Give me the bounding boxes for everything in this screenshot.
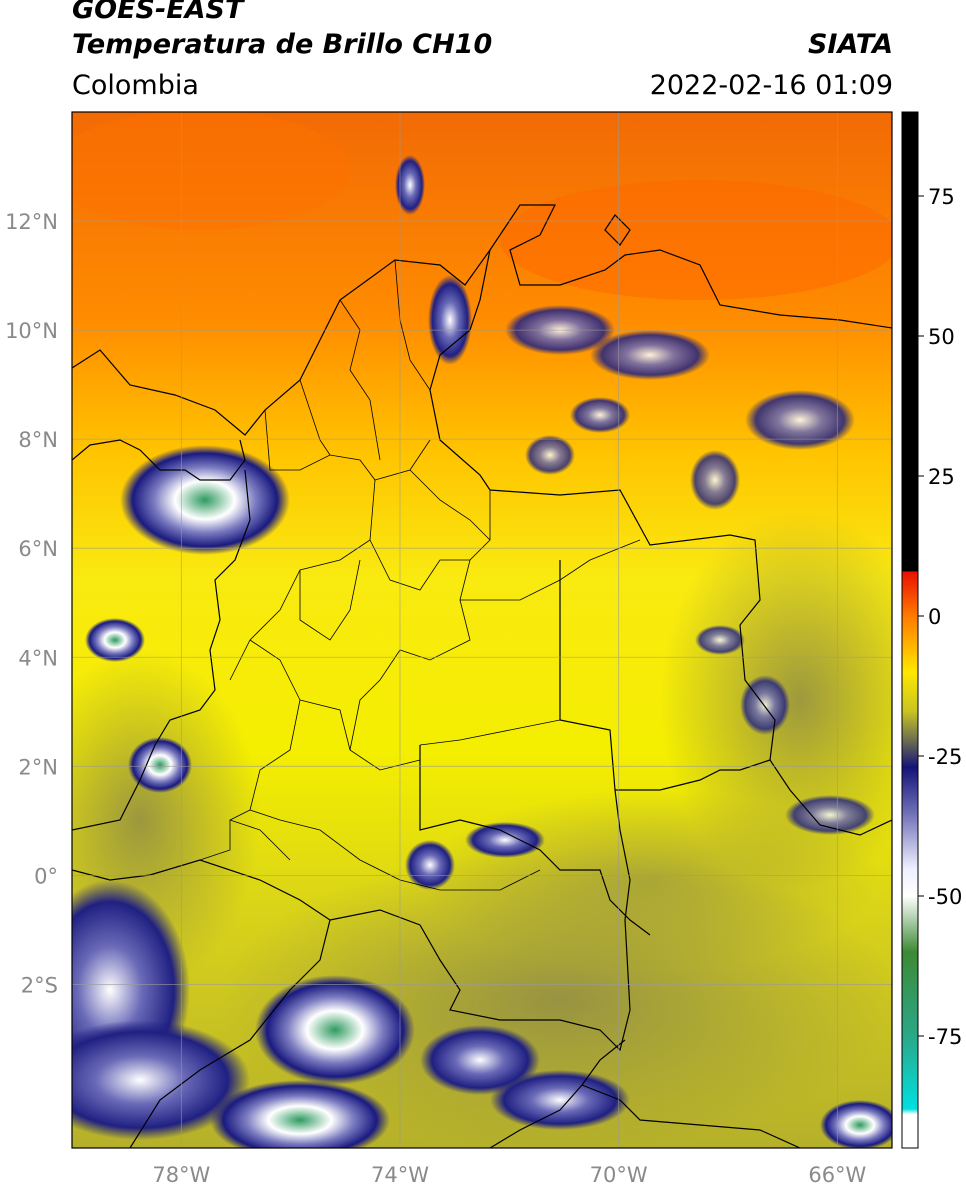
colorbar-tick-label: -50: [928, 885, 962, 909]
colorbar-tick-label: -75: [928, 1025, 962, 1049]
colorbar-tick-label: -25: [928, 745, 962, 769]
longitude-tick-label: 78°W: [152, 1163, 210, 1187]
latitude-tick-label: 10°N: [5, 319, 58, 343]
colorbar-tick-label: 75: [928, 185, 955, 209]
longitude-tick-label: 70°W: [590, 1163, 648, 1187]
colorbar-tick-label: 0: [928, 605, 941, 629]
brand-label: SIATA: [807, 29, 893, 60]
map-frame: [71, 111, 893, 1149]
datetime-label: 2022-02-16 01:09: [649, 70, 893, 101]
latitude-tick-label: 6°N: [18, 537, 58, 561]
latitude-tick-label: 12°N: [5, 210, 58, 234]
department-borders: [199, 259, 641, 891]
longitude-tick-label: 66°W: [808, 1163, 866, 1187]
latitude-tick-label: 8°N: [18, 428, 58, 452]
satellite-title: GOES-EAST: [72, 0, 244, 25]
latitude-tick-label: 0°: [34, 864, 58, 888]
longitude-tick-label: 74°W: [371, 1163, 429, 1187]
latitude-ticks: 12°N 10°N 8°N 6°N 4°N 2°N 0° 2°S: [5, 210, 58, 997]
country-borders: [72, 204, 892, 1148]
longitude-ticks: 78°W 74°W 70°W 66°W: [152, 1163, 866, 1187]
colorbar: 75 50 25 0 -25 -50 -75: [901, 111, 962, 1149]
colorbar-ticks: 75 50 25 0 -25 -50 -75: [918, 185, 962, 1049]
map-gridlines: [72, 112, 892, 1148]
colorbar-tick-label: 25: [928, 465, 955, 489]
product-title: Temperatura de Brillo CH10: [72, 29, 493, 60]
latitude-tick-label: 4°N: [18, 646, 58, 670]
region-label: Colombia: [72, 70, 199, 101]
latitude-tick-label: 2°S: [21, 973, 58, 997]
colorbar-tick-label: 50: [928, 325, 955, 349]
brightness-temperature-field: [72, 112, 892, 1148]
colorbar-scale: [901, 111, 919, 1149]
latitude-tick-label: 2°N: [18, 755, 58, 779]
